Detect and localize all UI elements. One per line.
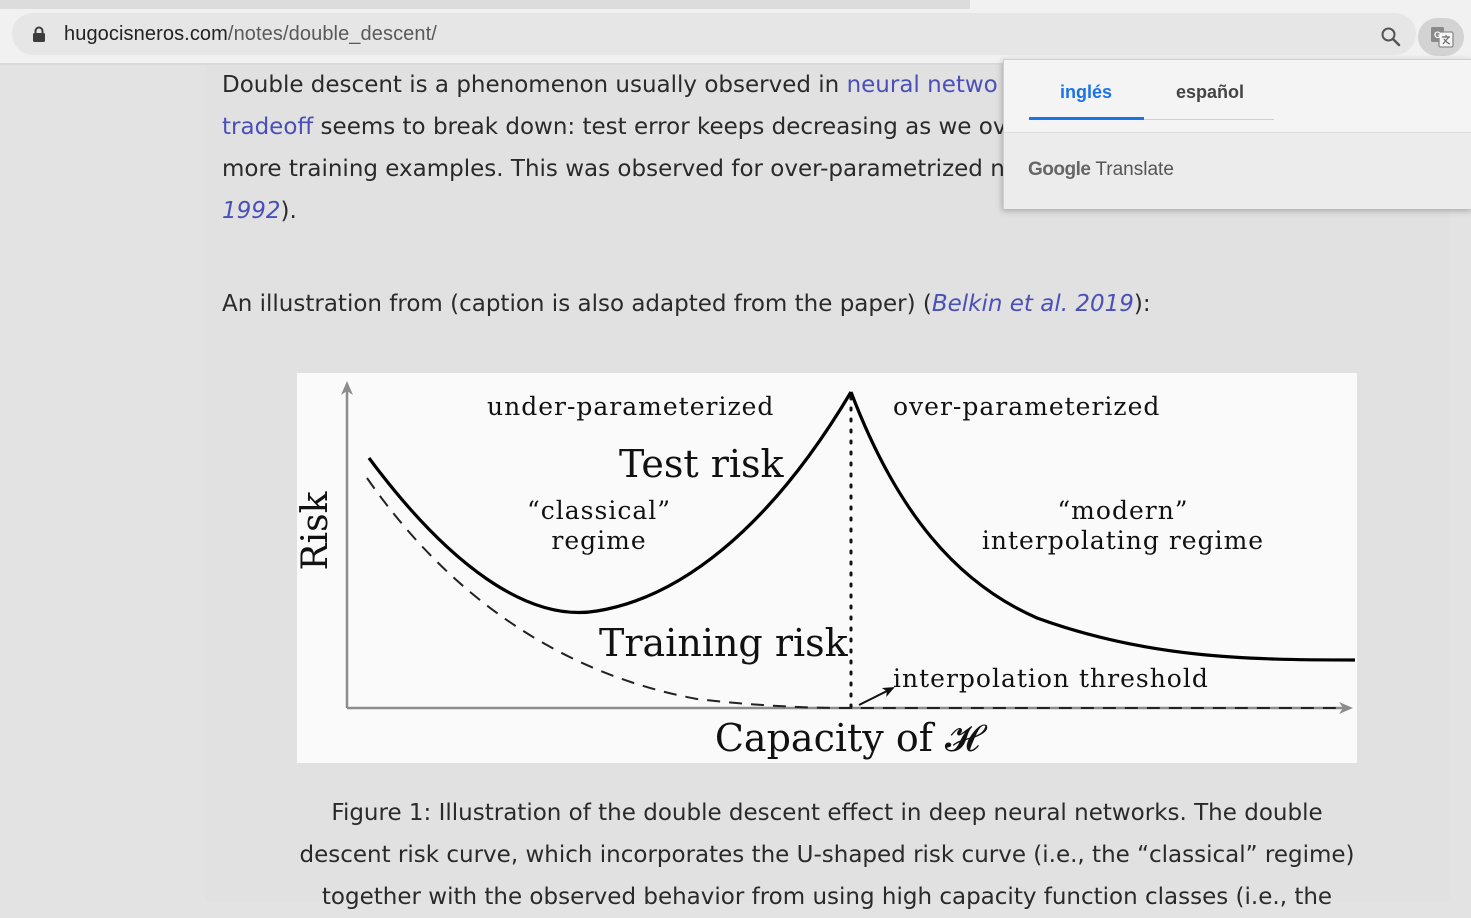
- url-text[interactable]: hugocisneros.com/notes/double_descent/: [64, 23, 437, 46]
- tab-divider: [1144, 119, 1274, 120]
- active-tab-indicator: [1029, 117, 1144, 120]
- tab-strip: [0, 0, 1471, 9]
- search-icon[interactable]: [1380, 26, 1402, 48]
- intro-end: ).: [280, 198, 297, 224]
- url-host: hugocisneros.com: [64, 23, 228, 45]
- belkin-link[interactable]: Belkin et al. 2019: [931, 291, 1134, 317]
- intro-line2: seems to break down: test error keeps de…: [313, 114, 1007, 140]
- tab-target-language[interactable]: español: [1176, 82, 1245, 102]
- figure-svg: under-parameterized over-parameterized T…: [295, 381, 1356, 760]
- threshold-arrow: [858, 687, 895, 706]
- intro-line3: more training examples. This was observe…: [222, 156, 1005, 182]
- capacity-axis-label: Capacity of 𝓗: [715, 716, 988, 760]
- illustration-paragraph: An illustration from (caption is also ad…: [222, 283, 1151, 325]
- translate-footer: Google Translate: [1004, 132, 1471, 209]
- google-translate-brand: Google Translate: [1028, 159, 1174, 181]
- illustration-end: ):: [1133, 291, 1151, 317]
- training-risk-label: Training risk: [599, 621, 849, 665]
- translate-word: Translate: [1090, 159, 1174, 180]
- article-content: Double descent is a phenomenon usually o…: [205, 64, 1450, 910]
- training-risk-curve: [366, 477, 1342, 709]
- intro-text: Double descent is a phenomenon usually o…: [222, 72, 847, 98]
- classical-label: “classical”: [527, 496, 671, 525]
- lock-icon[interactable]: [32, 26, 46, 42]
- browser-toolbar: hugocisneros.com/notes/double_descent/ G: [0, 9, 1471, 63]
- tab-source-language[interactable]: inglés: [1060, 82, 1113, 102]
- caption-line: together with the observed behavior from…: [321, 884, 1333, 910]
- year-1992-link[interactable]: 1992: [222, 198, 281, 224]
- address-bar[interactable]: hugocisneros.com/notes/double_descent/: [12, 13, 1416, 55]
- translate-popup: inglés español Google Translate: [1003, 59, 1471, 209]
- translate-page-button[interactable]: G: [1418, 18, 1464, 56]
- test-risk-curve-right: [849, 391, 1356, 662]
- risk-axis-label: Risk: [297, 490, 336, 570]
- active-tab[interactable]: [970, 0, 1471, 9]
- under-parameterized-label: under-parameterized: [487, 392, 774, 421]
- svg-text:G: G: [1434, 30, 1441, 40]
- modern-regime-label: interpolating regime: [982, 526, 1264, 555]
- test-risk-label: Test risk: [619, 442, 785, 486]
- toolbar-divider: [0, 63, 1471, 65]
- double-descent-figure: under-parameterized over-parameterized T…: [295, 373, 1357, 763]
- neural-networks-link[interactable]: neural netwo: [846, 72, 998, 98]
- tradeoff-link[interactable]: tradeoff: [222, 114, 314, 140]
- over-parameterized-label: over-parameterized: [893, 392, 1160, 421]
- modern-label: “modern”: [1057, 496, 1188, 525]
- translate-icon: G: [1431, 27, 1454, 48]
- test-risk-curve: [367, 391, 853, 614]
- caption-line: descent risk curve, which incorporates t…: [299, 842, 1355, 868]
- illustration-text: An illustration from (caption is also ad…: [222, 291, 932, 317]
- figure-caption: Figure 1: Illustration of the double des…: [297, 792, 1357, 918]
- caption-line: Figure 1: Illustration of the double des…: [331, 800, 1323, 826]
- url-path: /notes/double_descent/: [227, 23, 437, 45]
- intro-paragraph: Double descent is a phenomenon usually o…: [222, 64, 1422, 232]
- interpolation-threshold-label: interpolation threshold: [893, 664, 1209, 693]
- classical-regime-label: regime: [551, 526, 646, 555]
- google-logo-text: Google: [1028, 159, 1091, 180]
